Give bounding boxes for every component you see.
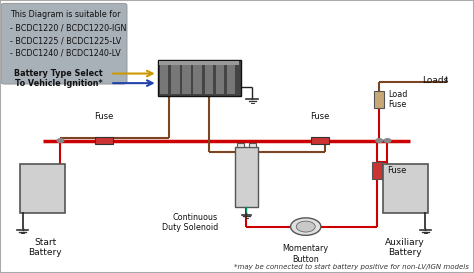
Bar xyxy=(383,164,428,213)
Bar xyxy=(171,62,180,94)
Bar xyxy=(372,162,382,179)
Bar xyxy=(235,147,258,207)
Bar xyxy=(193,62,202,94)
FancyBboxPatch shape xyxy=(1,3,127,84)
Circle shape xyxy=(384,139,391,143)
Text: To Vehicle Ignition*: To Vehicle Ignition* xyxy=(16,79,103,88)
Circle shape xyxy=(296,221,315,232)
Bar xyxy=(95,137,113,144)
Text: Fuse: Fuse xyxy=(95,112,114,121)
Text: This Diagram is suitable for
- BCDC1220 / BCDC1220-IGN
- BCDC1225 / BCDC1225-LV
: This Diagram is suitable for - BCDC1220 … xyxy=(10,10,127,58)
Bar xyxy=(249,143,256,147)
Circle shape xyxy=(291,218,321,235)
Bar xyxy=(182,62,191,94)
Text: Battery Type Select: Battery Type Select xyxy=(15,69,103,78)
Text: Fuse: Fuse xyxy=(310,112,329,121)
Text: Fuse: Fuse xyxy=(387,166,407,175)
Bar xyxy=(311,137,329,144)
Circle shape xyxy=(57,139,64,143)
Text: *may be connected to start battery positive for non-LV/IGN models: *may be connected to start battery posit… xyxy=(234,264,469,270)
Bar xyxy=(160,62,168,94)
Bar xyxy=(237,143,244,147)
Text: Auxiliary
Battery: Auxiliary Battery xyxy=(385,238,425,257)
Text: Continuous
Duty Solenoid: Continuous Duty Solenoid xyxy=(162,213,218,232)
Bar xyxy=(374,91,384,108)
Bar xyxy=(20,164,65,213)
Bar xyxy=(216,62,224,94)
Text: Load
Fuse: Load Fuse xyxy=(389,90,408,109)
Circle shape xyxy=(376,139,383,143)
Text: Start
Battery: Start Battery xyxy=(28,238,62,257)
Bar xyxy=(159,61,239,65)
Bar xyxy=(205,62,213,94)
Text: Loads: Loads xyxy=(422,76,448,85)
Bar xyxy=(157,60,241,96)
Bar xyxy=(227,62,236,94)
Text: Momentary
Button: Momentary Button xyxy=(283,244,329,264)
